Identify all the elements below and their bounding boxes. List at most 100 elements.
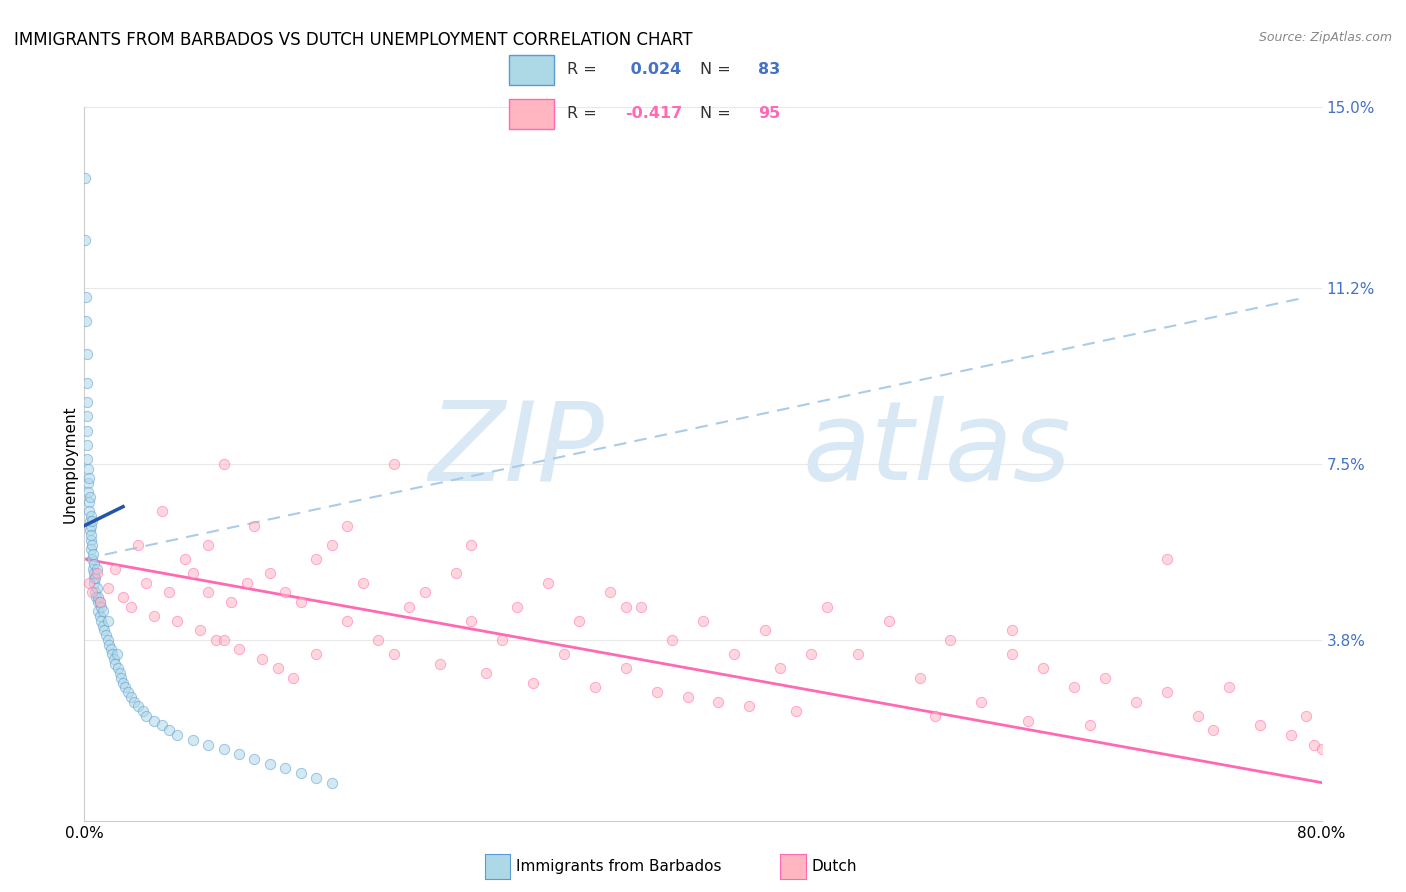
Point [117, 685, 139, 699]
Text: Dutch: Dutch [811, 859, 856, 873]
Point [221, 595, 243, 609]
Point [243, 752, 266, 766]
Text: ZIP: ZIP [429, 396, 605, 503]
Point [77, 461, 100, 475]
Point [84, 585, 107, 599]
Point [83, 566, 105, 581]
Point [77, 495, 100, 509]
Point [89, 609, 111, 624]
Point [89, 595, 111, 609]
Point [96, 581, 118, 595]
Point [939, 632, 962, 647]
Point [76, 452, 98, 467]
Point [83, 575, 105, 590]
Point [267, 661, 290, 675]
Point [103, 652, 125, 666]
Point [305, 771, 328, 785]
Point [87, 604, 110, 618]
Point [413, 585, 436, 599]
Point [1001, 647, 1024, 661]
Point [305, 552, 328, 566]
Point [174, 552, 197, 566]
Text: 83: 83 [758, 62, 780, 78]
Point [82, 561, 104, 575]
Point [80, 542, 103, 557]
Point [84, 590, 107, 604]
Point [205, 632, 228, 647]
Point [460, 538, 482, 552]
Point [79, 514, 101, 528]
Point [367, 632, 389, 647]
Point [1094, 671, 1116, 685]
Point [274, 585, 297, 599]
Point [281, 671, 305, 685]
Point [522, 675, 544, 690]
Point [127, 538, 149, 552]
Point [132, 704, 155, 718]
Point [769, 661, 792, 675]
Point [181, 732, 204, 747]
Point [82, 585, 104, 599]
Point [112, 590, 135, 604]
Point [86, 595, 108, 609]
Point [1078, 718, 1101, 732]
Point [122, 695, 145, 709]
Point [970, 695, 993, 709]
Point [143, 609, 166, 624]
Point [76, 395, 98, 409]
Point [82, 538, 104, 552]
Point [645, 685, 668, 699]
Point [460, 614, 482, 628]
Point [1279, 728, 1302, 742]
Point [84, 571, 107, 585]
Text: 0.024: 0.024 [626, 62, 682, 78]
Point [290, 766, 312, 780]
Point [352, 575, 374, 590]
Point [908, 671, 931, 685]
Point [112, 675, 135, 690]
Point [321, 538, 343, 552]
Point [83, 557, 105, 571]
Point [181, 566, 204, 581]
Point [197, 585, 219, 599]
Text: 95: 95 [758, 106, 780, 121]
Text: IMMIGRANTS FROM BARBADOS VS DUTCH UNEMPLOYMENT CORRELATION CHART: IMMIGRANTS FROM BARBADOS VS DUTCH UNEMPL… [14, 31, 693, 49]
Point [444, 566, 467, 581]
Point [79, 524, 101, 538]
Point [77, 485, 100, 500]
Point [94, 628, 117, 642]
Point [197, 538, 219, 552]
Point [846, 647, 869, 661]
Point [382, 647, 405, 661]
Point [723, 647, 745, 661]
Text: Source: ZipAtlas.com: Source: ZipAtlas.com [1258, 31, 1392, 45]
Point [1295, 709, 1317, 723]
Point [692, 614, 714, 628]
Point [76, 424, 98, 438]
Point [166, 728, 188, 742]
Point [89, 595, 111, 609]
Text: N =: N = [700, 62, 735, 78]
Point [1156, 552, 1178, 566]
Point [475, 666, 498, 681]
Point [274, 761, 297, 775]
FancyBboxPatch shape [509, 55, 554, 85]
Text: R =: R = [567, 106, 602, 121]
Point [159, 723, 180, 738]
Point [259, 756, 281, 771]
Point [91, 604, 114, 618]
Point [800, 647, 823, 661]
Point [228, 642, 250, 657]
Point [120, 690, 142, 704]
Point [87, 590, 110, 604]
Point [96, 614, 118, 628]
Point [188, 624, 212, 638]
Point [150, 718, 173, 732]
Point [76, 347, 98, 361]
Point [382, 457, 405, 471]
Point [1310, 742, 1333, 756]
Point [676, 690, 699, 704]
Point [120, 599, 142, 614]
Text: Immigrants from Barbados: Immigrants from Barbados [516, 859, 721, 873]
Point [1156, 685, 1178, 699]
